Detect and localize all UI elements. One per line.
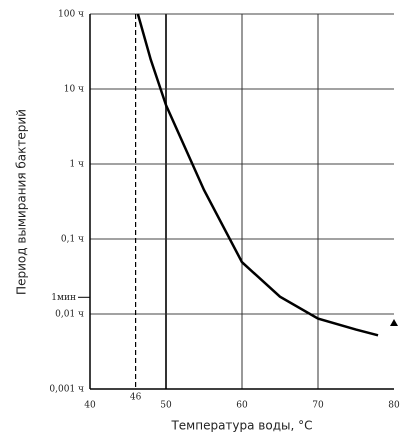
x-tick-label: 70	[312, 401, 324, 411]
y-tick-label: 0,1 ч	[61, 235, 84, 245]
y-tick-label: 0,01 ч	[55, 310, 84, 320]
dashed-label: 46	[130, 393, 142, 403]
x-tick-label: 60	[236, 401, 248, 411]
curve	[136, 13, 379, 337]
end-marker	[390, 319, 398, 326]
y-tick-label: 1 ч	[69, 160, 84, 170]
y-tick-label: 100 ч	[58, 10, 84, 20]
x-tick-label: 50	[160, 401, 172, 411]
x-axis-label: Температура воды, °С	[170, 419, 312, 433]
marker-label: 1мин	[51, 293, 76, 303]
x-tick-label: 40	[84, 401, 96, 411]
x-tick-label: 80	[388, 401, 400, 411]
y-tick-label: 0,001 ч	[49, 385, 84, 395]
y-tick-label: 10 ч	[64, 85, 84, 95]
y-axis-label: Период вымирания бактерий	[15, 109, 29, 295]
